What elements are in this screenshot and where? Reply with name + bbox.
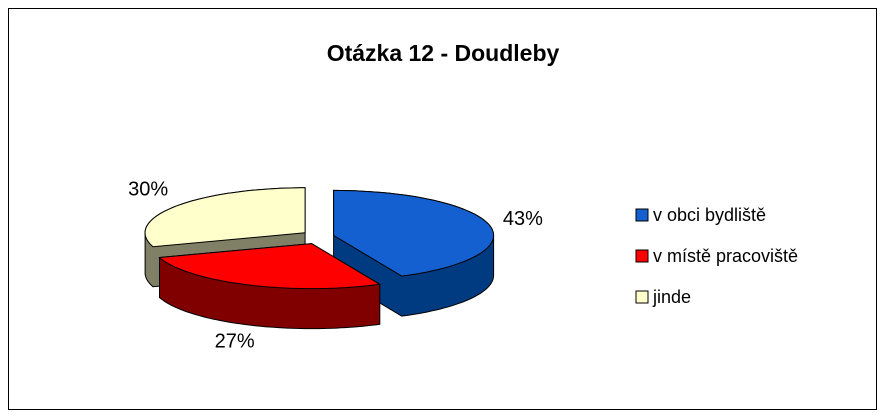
pie-slice	[158, 243, 382, 290]
pie-slice	[333, 189, 495, 277]
legend-label: v obci bydliště	[653, 205, 766, 225]
chart-title: Otázka 12 - Doudleby	[327, 40, 560, 66]
legend-label: jinde	[652, 287, 691, 307]
pie-slice	[144, 187, 306, 248]
legend-swatch	[635, 249, 649, 263]
data-label: 30%	[128, 178, 168, 200]
legend-label: v místě pracoviště	[653, 246, 798, 266]
legend-swatch	[635, 290, 649, 304]
data-label: 27%	[215, 331, 255, 353]
legend-swatch	[635, 208, 649, 222]
data-label: 43%	[503, 208, 543, 230]
